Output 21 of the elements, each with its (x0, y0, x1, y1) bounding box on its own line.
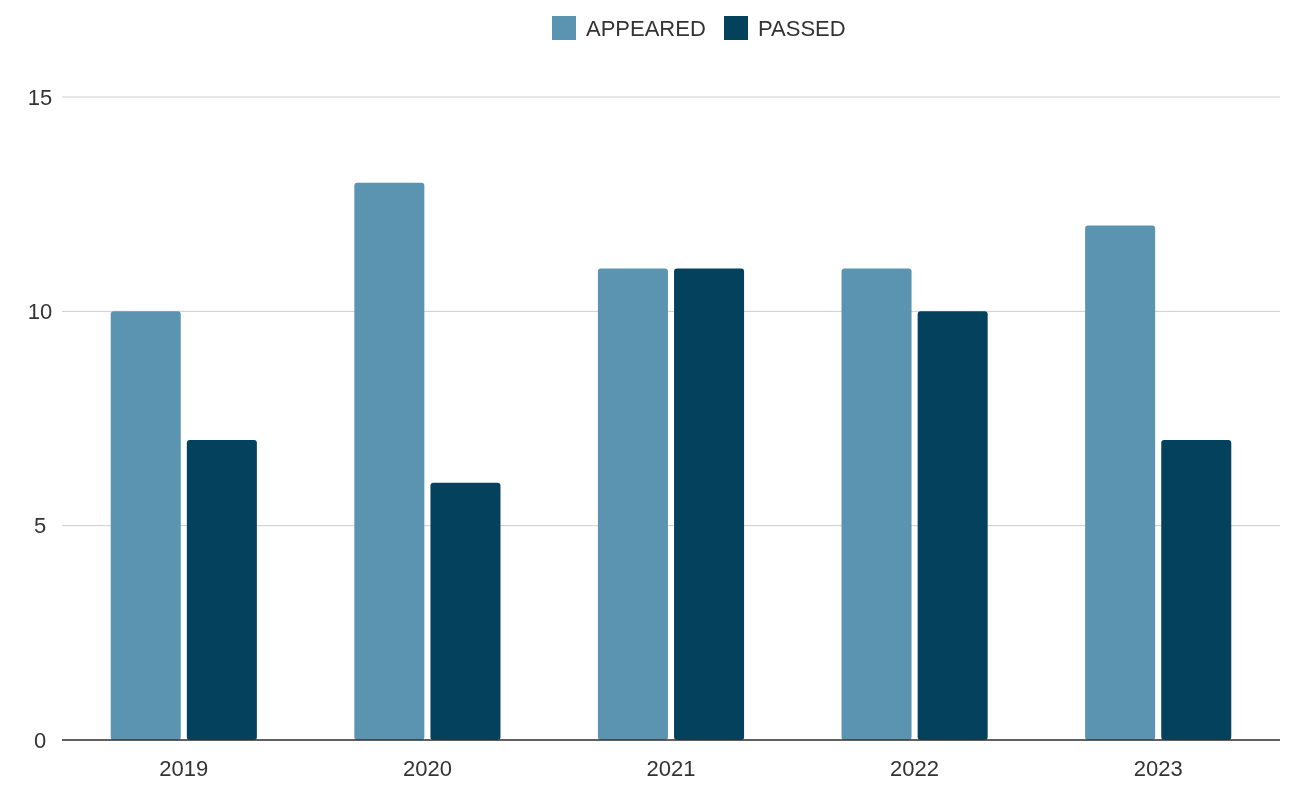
x-tick-label: 2020 (402, 756, 452, 781)
bar (186, 439, 257, 740)
x-tick-label: 2022 (890, 756, 940, 781)
bar (354, 182, 425, 740)
bar (674, 268, 745, 740)
x-tick-label: 2023 (1133, 756, 1183, 781)
legend-label: PASSED (758, 15, 846, 41)
y-tick-label: 15 (27, 84, 53, 110)
y-tick-label: 5 (33, 513, 47, 539)
bar (917, 311, 988, 740)
x-tick-label: 2019 (159, 756, 209, 781)
bar (841, 268, 912, 740)
x-tick-label: 2021 (646, 756, 696, 781)
bar (597, 268, 668, 740)
y-tick-label: 10 (27, 299, 53, 325)
legend-label: APPEARED (586, 15, 706, 41)
y-tick-label: 0 (33, 727, 47, 753)
bar (110, 311, 181, 740)
bar (1085, 225, 1156, 740)
bar (1161, 439, 1232, 740)
bar (430, 482, 501, 740)
